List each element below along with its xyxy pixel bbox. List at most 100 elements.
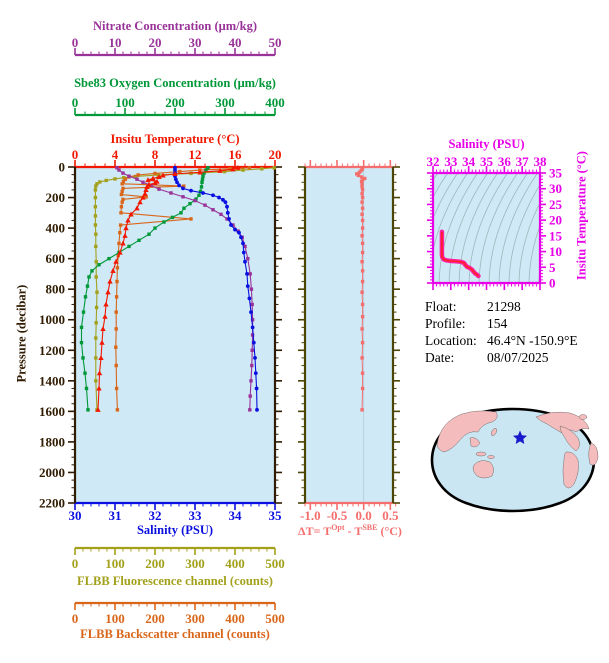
data-marker (147, 232, 151, 236)
data-marker (228, 167, 232, 171)
data-marker (137, 199, 143, 205)
tick-label: 36 (498, 154, 512, 169)
data-marker (98, 355, 104, 361)
tick-label: 400 (225, 611, 245, 626)
data-marker (93, 223, 98, 227)
tick-label: 100 (105, 556, 125, 571)
data-marker (247, 296, 252, 301)
data-marker (144, 195, 148, 199)
data-marker (79, 325, 84, 330)
data-marker (250, 363, 254, 368)
data-marker (94, 275, 98, 279)
data-marker (223, 200, 228, 205)
pressure-axis-title: Pressure (decibar) (14, 284, 29, 383)
data-marker (100, 326, 106, 331)
tick-label: 200 (145, 611, 165, 626)
tick-label: 0.0 (356, 508, 372, 523)
data-marker (360, 182, 364, 186)
data-marker (115, 166, 119, 170)
tick-label: 34 (462, 154, 476, 169)
data-marker (83, 295, 88, 299)
tick-label: 0 (72, 95, 79, 110)
data-marker (251, 340, 256, 345)
data-marker (248, 408, 252, 412)
tick-label: 10 (549, 244, 562, 259)
location-label: Location: (425, 333, 477, 348)
data-marker (114, 327, 118, 331)
data-marker (115, 266, 120, 270)
data-marker (239, 235, 243, 240)
data-marker (249, 379, 253, 383)
world-map (430, 407, 599, 513)
float-location-star[interactable] (513, 430, 527, 445)
tick-label: 10 (109, 35, 122, 50)
data-marker (97, 263, 101, 267)
tick-label: 37 (516, 154, 530, 169)
tick-label: 50 (269, 35, 282, 50)
data-marker (128, 211, 134, 217)
data-marker (160, 172, 166, 178)
tick-label: 35 (549, 166, 563, 181)
data-marker (360, 302, 365, 307)
data-marker (182, 206, 186, 210)
data-marker (181, 186, 185, 191)
data-marker (81, 356, 85, 360)
data-marker (94, 321, 98, 325)
data-marker (248, 394, 252, 398)
tick-label: 500 (265, 611, 285, 626)
data-marker (360, 386, 365, 391)
backscatter-axis-title: FLBB Backscatter channel (counts) (80, 627, 270, 641)
tick-label: -0.5 (327, 508, 348, 523)
data-marker (219, 212, 223, 217)
data-marker (250, 318, 255, 322)
data-marker (229, 223, 233, 227)
data-marker (125, 217, 131, 223)
data-marker (253, 371, 258, 376)
data-marker (260, 167, 264, 171)
data-marker (153, 226, 157, 230)
isopycnal-contour (433, 173, 448, 199)
data-marker (247, 166, 252, 170)
data-marker (121, 186, 125, 191)
tick-label: 34 (229, 508, 243, 523)
tick-label: 35 (480, 154, 494, 169)
data-marker (201, 191, 205, 195)
data-marker (84, 386, 89, 391)
data-marker (225, 210, 230, 215)
tick-label: 12 (189, 147, 202, 162)
data-marker (85, 284, 90, 288)
tick-label: 100 (115, 95, 135, 110)
data-marker (119, 211, 123, 215)
data-marker (149, 183, 153, 188)
data-marker (115, 279, 119, 284)
data-marker (121, 197, 125, 202)
data-marker (245, 272, 249, 276)
data-marker (198, 189, 203, 194)
tick-label: 200 (46, 190, 66, 205)
salinity-axis-title: Salinity (PSU) (136, 523, 214, 537)
data-marker (360, 212, 364, 217)
data-marker (253, 356, 257, 360)
tick-label: 0 (549, 276, 556, 291)
tick-label: 300 (185, 611, 205, 626)
data-marker (123, 225, 129, 231)
tick-label: 500 (265, 556, 285, 571)
data-marker (120, 182, 124, 186)
data-marker (173, 177, 178, 182)
tick-label: 0 (59, 160, 66, 175)
data-marker (156, 174, 162, 180)
data-marker (175, 180, 179, 185)
data-marker (141, 180, 145, 184)
data-marker (83, 371, 87, 375)
tick-label: 40 (229, 35, 242, 50)
tick-label: 1400 (39, 373, 65, 388)
float-value: 21298 (487, 299, 521, 314)
data-marker (222, 169, 227, 174)
data-marker (359, 175, 364, 179)
data-marker (177, 183, 181, 188)
data-marker (114, 386, 119, 391)
tick-label: 1600 (39, 404, 65, 419)
data-marker (114, 310, 118, 314)
data-marker (360, 259, 364, 264)
